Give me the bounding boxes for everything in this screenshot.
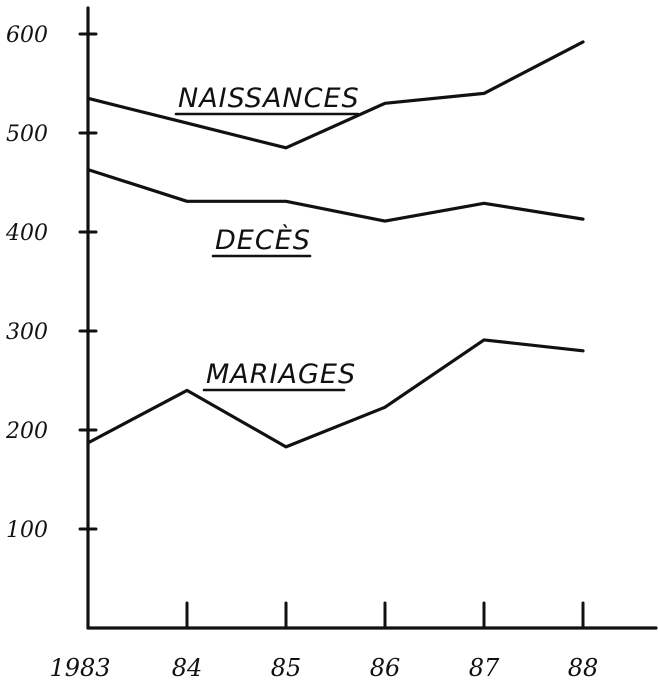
series-line-2 bbox=[86, 338, 585, 449]
y-tick-label: 600 bbox=[6, 23, 48, 48]
series-labels: NAISSANCES DECÈS MARIAGES bbox=[174, 83, 360, 392]
x-tick-label: 86 bbox=[370, 654, 401, 682]
x-tick-label: 88 bbox=[568, 654, 599, 682]
series-line-0 bbox=[86, 40, 585, 150]
series-label-0: NAISSANCES bbox=[178, 83, 360, 114]
y-ticks: 100 200 300 400 500 600 bbox=[5, 23, 98, 543]
y-tick-label: 500 bbox=[6, 122, 48, 147]
y-tick-label: 100 bbox=[6, 518, 48, 543]
series-line-1 bbox=[86, 168, 585, 223]
x-tick-label: 1983 bbox=[49, 654, 110, 682]
series-lines bbox=[86, 40, 585, 449]
y-tick-label: 400 bbox=[5, 221, 48, 246]
x-ticks: 1983 84 85 86 87 88 bbox=[49, 601, 599, 682]
y-tick-label: 200 bbox=[5, 419, 48, 444]
series-label-2: MARIAGES bbox=[206, 359, 356, 390]
y-tick-label: 300 bbox=[6, 320, 48, 345]
series-label-1: DECÈS bbox=[215, 224, 311, 256]
x-tick-label: 84 bbox=[172, 654, 203, 682]
x-tick-label: 87 bbox=[469, 654, 500, 682]
x-tick-label: 85 bbox=[271, 654, 302, 682]
